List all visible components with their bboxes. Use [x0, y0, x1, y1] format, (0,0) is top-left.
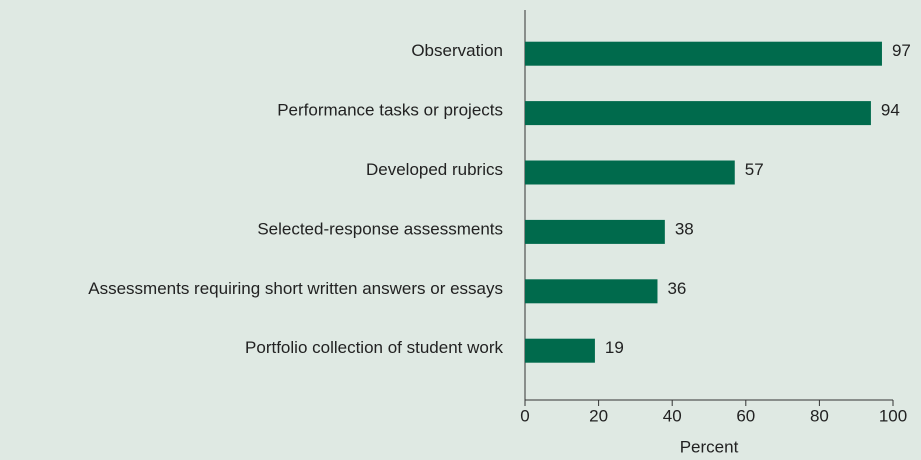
y-tick-label: Portfolio collection of student work	[245, 338, 503, 357]
x-tick-label: 0	[520, 406, 529, 425]
y-tick-label: Assessments requiring short written answ…	[88, 279, 503, 298]
x-tick-label: 60	[736, 406, 755, 425]
data-label: 97	[892, 41, 911, 60]
data-label: 57	[745, 160, 764, 179]
x-tick-label: 100	[879, 406, 907, 425]
bar	[525, 219, 665, 244]
bar	[525, 160, 735, 185]
data-label: 38	[675, 219, 694, 238]
x-tick-label: 20	[589, 406, 608, 425]
x-axis-label: Percent	[680, 437, 739, 456]
x-tick-label: 40	[663, 406, 682, 425]
bar	[525, 41, 882, 66]
y-tick-label: Selected-response assessments	[257, 219, 503, 238]
y-tick-label: Observation	[411, 41, 503, 60]
bar	[525, 279, 658, 304]
y-tick-label: Developed rubrics	[366, 160, 503, 179]
x-tick-label: 80	[810, 406, 829, 425]
data-label: 36	[667, 279, 686, 298]
data-label: 94	[881, 101, 900, 120]
bar	[525, 101, 871, 126]
y-tick-label: Performance tasks or projects	[277, 101, 503, 120]
data-label: 19	[605, 338, 624, 357]
bar	[525, 338, 595, 363]
